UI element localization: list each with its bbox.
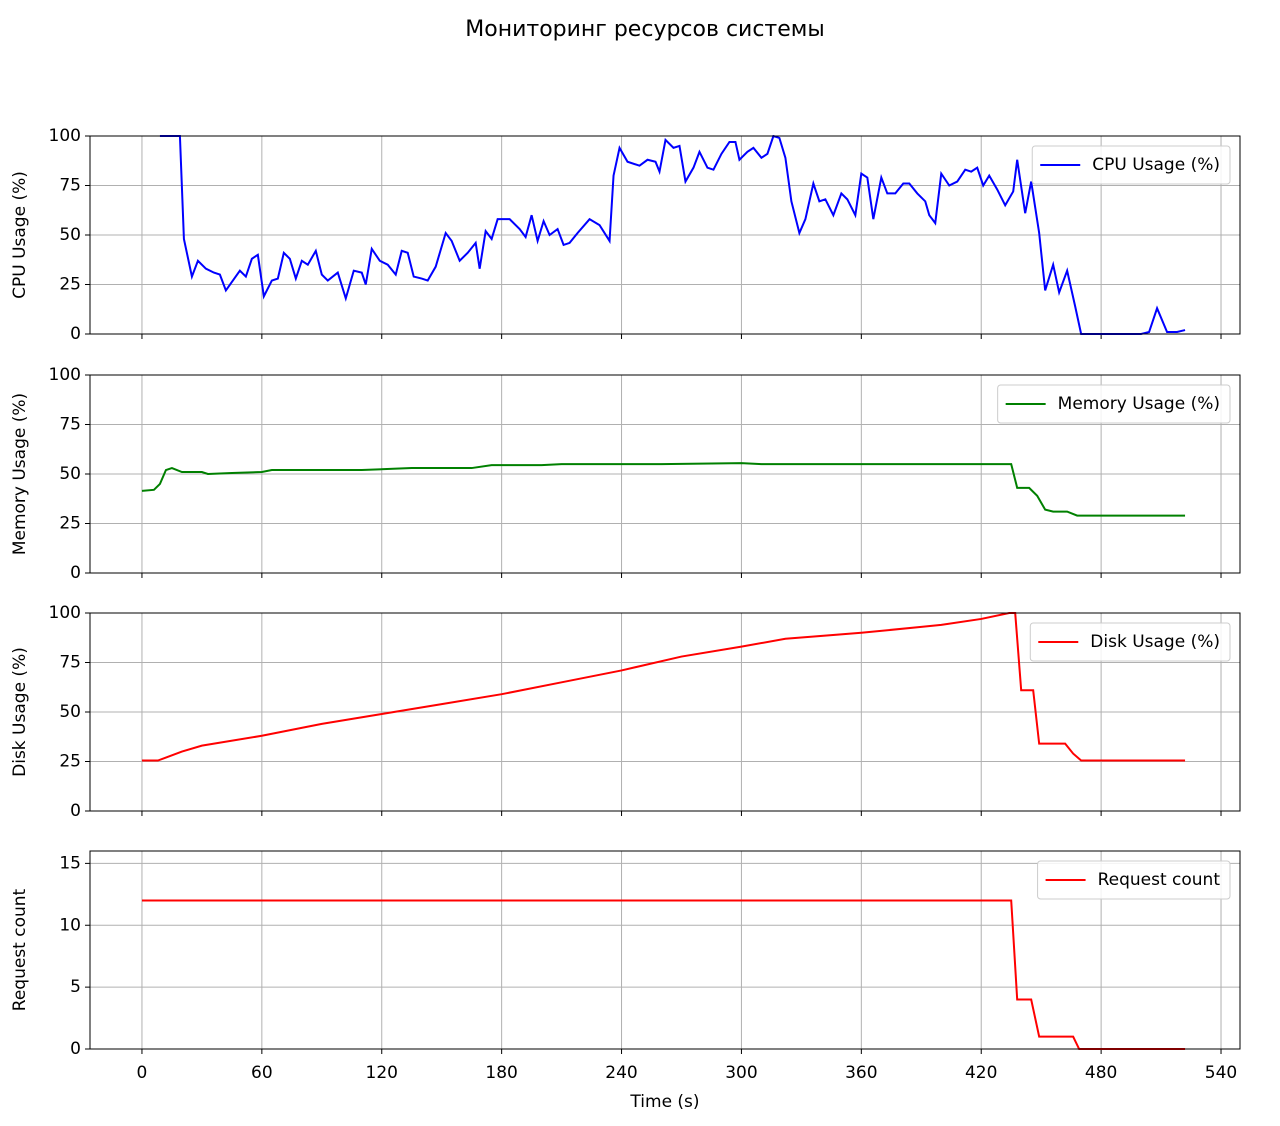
x-tick-label: 60 — [251, 1063, 273, 1083]
y-tick-label: 0 — [70, 801, 81, 821]
y-tick-label: 15 — [59, 853, 81, 873]
axes-frame — [89, 135, 1241, 335]
legend-box — [997, 384, 1231, 424]
legend-label: Memory Usage (%) — [1058, 394, 1220, 414]
legend: Memory Usage (%) — [997, 384, 1231, 424]
y-axis-label: Memory Usage (%) — [10, 393, 30, 555]
y-tick-label: 100 — [49, 603, 81, 623]
legend: Request count — [1037, 860, 1231, 900]
y-tick-label: 0 — [70, 324, 81, 344]
data-line — [141, 612, 1186, 762]
legend-label: CPU Usage (%) — [1092, 155, 1220, 175]
y-tick-label: 100 — [49, 365, 81, 385]
y-tick-label: 50 — [59, 702, 81, 722]
y-tick-label: 75 — [59, 176, 81, 196]
legend-box — [1037, 860, 1231, 900]
x-tick-label: 360 — [845, 1063, 877, 1083]
legend-label: Disk Usage (%) — [1090, 632, 1220, 652]
figure-title: Мониторинг ресурсов системы — [465, 17, 825, 42]
y-tick-label: 0 — [70, 563, 81, 583]
y-tick-label: 100 — [49, 126, 81, 146]
x-tick-label: 0 — [137, 1063, 148, 1083]
y-tick-label: 50 — [59, 464, 81, 484]
axes-frame — [89, 612, 1241, 812]
data-line — [141, 899, 1186, 1050]
data-line — [159, 135, 1186, 335]
data-line — [141, 462, 1186, 517]
y-tick-label: 5 — [70, 977, 81, 997]
x-tick-label: 420 — [965, 1063, 997, 1083]
x-tick-label: 480 — [1085, 1063, 1117, 1083]
x-tick-label: 180 — [485, 1063, 517, 1083]
y-tick-label: 75 — [59, 415, 81, 435]
y-tick-label: 10 — [59, 915, 81, 935]
legend: Disk Usage (%) — [1029, 622, 1231, 662]
y-axis-label: Request count — [10, 888, 30, 1011]
x-tick-label: 240 — [605, 1063, 637, 1083]
y-tick-label: 25 — [59, 514, 81, 534]
legend-box — [1031, 145, 1231, 185]
legend-box — [1029, 622, 1231, 662]
y-tick-label: 50 — [59, 225, 81, 245]
y-tick-label: 25 — [59, 752, 81, 772]
y-tick-label: 75 — [59, 653, 81, 673]
x-axis-label: Time (s) — [629, 1092, 699, 1112]
x-tick-label: 120 — [366, 1063, 398, 1083]
y-tick-label: 0 — [70, 1039, 81, 1059]
y-axis-label: CPU Usage (%) — [10, 171, 30, 299]
y-axis-label: Disk Usage (%) — [10, 647, 30, 777]
axes-frame — [89, 374, 1241, 574]
y-tick-label: 25 — [59, 275, 81, 295]
x-tick-label: 300 — [725, 1063, 757, 1083]
legend-label: Request count — [1098, 870, 1221, 890]
axes-frame — [89, 850, 1241, 1050]
legend: CPU Usage (%) — [1031, 145, 1231, 185]
x-tick-label: 540 — [1205, 1063, 1237, 1083]
